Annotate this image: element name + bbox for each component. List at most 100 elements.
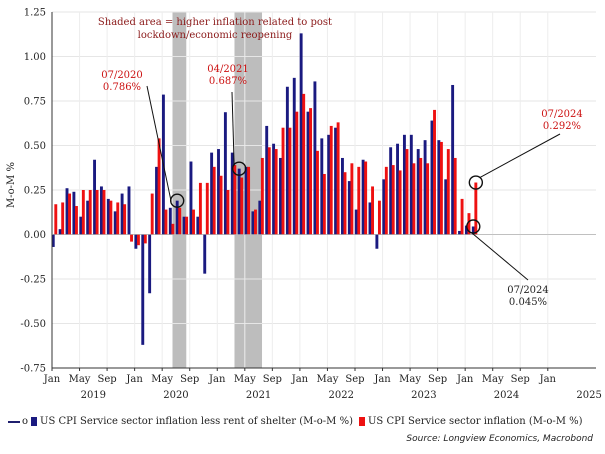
bar-less-shelter <box>416 149 420 235</box>
bar-services <box>460 198 464 235</box>
bar-services <box>88 190 92 235</box>
y-tick-label: 0.00 <box>24 230 46 241</box>
x-year-label: 2021 <box>246 390 271 401</box>
bar-less-shelter <box>279 157 282 235</box>
bar-services <box>467 213 471 235</box>
bar-services <box>219 175 223 235</box>
annotation-a4-date: 07/2024 <box>507 285 549 296</box>
bar-less-shelter <box>86 200 90 235</box>
bars <box>51 33 478 345</box>
x-month-label: Sep <box>263 374 282 385</box>
y-tick-label: 0.50 <box>24 141 46 152</box>
bar-services <box>281 127 285 235</box>
y-tick-label: -0.75 <box>20 364 46 375</box>
bar-less-shelter <box>327 134 331 235</box>
bar-less-shelter <box>196 216 200 235</box>
y-axis-label: M-o-M % <box>6 162 17 208</box>
y-tick-label: 1.00 <box>24 52 46 63</box>
bar-services <box>419 157 423 235</box>
bar-services <box>322 173 326 235</box>
leader-line-apr-2021 <box>231 91 235 166</box>
bar-less-shelter <box>423 140 427 235</box>
y-tick-label: 0.75 <box>24 97 46 108</box>
bar-less-shelter <box>155 166 158 235</box>
bar-less-shelter <box>354 209 358 235</box>
bar-services <box>95 190 99 235</box>
bar-services <box>309 108 313 235</box>
bar-less-shelter <box>361 159 365 235</box>
bar-less-shelter <box>134 234 138 249</box>
bar-services <box>81 190 85 235</box>
bar-services <box>54 204 58 235</box>
bar-services <box>343 172 347 235</box>
bar-less-shelter <box>334 127 338 235</box>
bar-less-shelter <box>141 234 145 345</box>
x-month-label: May <box>69 374 91 385</box>
bar-services <box>240 177 244 235</box>
bar-less-shelter <box>244 166 248 235</box>
bar-services <box>198 182 202 235</box>
bar-less-shelter <box>127 186 131 235</box>
bar-services <box>426 163 430 235</box>
x-month-label: May <box>317 374 339 385</box>
x-year-label: 2025 <box>576 390 601 401</box>
bar-services <box>212 166 216 235</box>
bar-services <box>226 190 230 235</box>
bar-less-shelter <box>396 143 399 235</box>
x-tick-labels: Jan May Sep Jan May Sep Jan May Sep Jan May Sep Jan M… <box>43 374 602 401</box>
bar-services <box>178 207 182 235</box>
x-month-label: Sep <box>428 374 447 385</box>
bar-services <box>474 182 478 235</box>
bar-services <box>433 109 436 235</box>
bar-less-shelter <box>430 120 434 235</box>
bar-less-shelter <box>58 229 62 235</box>
bar-services <box>136 234 140 246</box>
bar-less-shelter <box>251 211 255 235</box>
x-month-label: Jan <box>373 374 391 385</box>
bar-services <box>102 190 106 235</box>
bar-services <box>446 149 450 235</box>
bar-services <box>233 165 237 235</box>
x-month-label: Jan <box>456 374 474 385</box>
legend-label-services: US CPI Service sector inflation (M-o-M %… <box>368 416 583 427</box>
bar-services <box>350 163 354 235</box>
bar-less-shelter <box>402 134 406 235</box>
bar-services <box>143 234 147 244</box>
x-month-label: Jan <box>208 374 226 385</box>
bar-services <box>288 127 292 235</box>
bar-less-shelter <box>299 33 303 235</box>
bar-less-shelter <box>189 161 193 235</box>
bar-services <box>61 202 65 235</box>
bar-less-shelter <box>444 179 448 235</box>
bar-less-shelter <box>437 140 441 235</box>
bar-less-shelter <box>341 157 344 235</box>
bar-services <box>316 150 319 235</box>
bar-less-shelter <box>168 207 172 235</box>
marker-circle-jul-2024-less-shelter <box>466 219 481 234</box>
x-year-label: 2019 <box>81 390 106 401</box>
bar-less-shelter <box>51 234 55 247</box>
x-month-label: May <box>151 374 173 385</box>
bar-services <box>192 209 195 235</box>
x-month-label: Jan <box>539 374 557 385</box>
x-month-label: May <box>234 374 256 385</box>
bar-services <box>453 157 457 235</box>
bar-less-shelter <box>313 81 317 235</box>
bar-services <box>329 125 333 235</box>
x-month-label: May <box>482 374 504 385</box>
bar-services <box>364 161 368 235</box>
bar-less-shelter <box>306 111 310 235</box>
bar-services <box>391 165 395 235</box>
annotation-a4-value: 0.045% <box>509 297 547 308</box>
bar-services <box>185 216 189 235</box>
bar-services <box>357 166 361 235</box>
bar-services <box>377 200 381 235</box>
annotation-a3-date: 07/2024 <box>541 109 583 120</box>
bar-less-shelter <box>223 112 227 235</box>
bar-services <box>439 141 443 235</box>
bar-less-shelter <box>148 234 152 294</box>
annotation-a3-value: 0.292% <box>543 121 581 132</box>
bar-services <box>123 204 127 235</box>
annotation-a1-date: 07/2020 <box>101 70 143 81</box>
bar-less-shelter <box>265 125 269 235</box>
